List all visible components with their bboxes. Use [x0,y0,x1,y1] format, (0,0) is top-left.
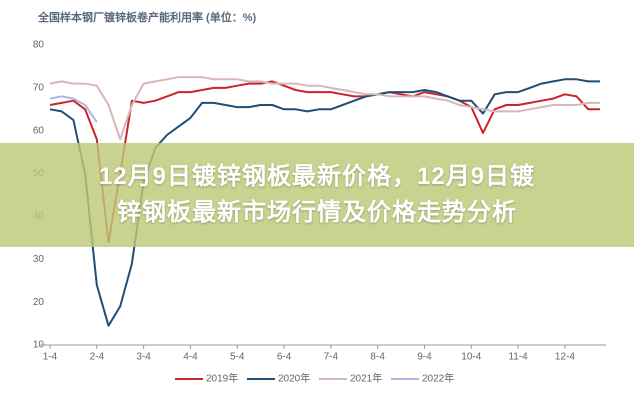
legend-label: 2020年 [278,372,310,385]
y-tick-label: 70 [33,82,45,93]
y-tick-label: 30 [33,254,45,265]
x-tick-label: 4-4 [183,352,198,363]
chart-title: 全国样本钢厂镀锌板卷产能利用率 (单位：%) [37,10,256,24]
series-line [49,95,98,123]
banner: 12月9日镀锌钢板最新价格，12月9日镀 锌钢板最新市场行情及价格走势分析 [0,143,634,247]
series-line [49,76,600,141]
x-tick-label: 10-4 [461,352,481,363]
x-tick-label: 9-4 [417,352,432,363]
x-tick-label: 5-4 [230,352,245,363]
x-tick-label: 2-4 [90,352,105,363]
y-tick-label: 10 [33,340,45,351]
banner-line: 12月9日镀锌钢板最新价格，12月9日镀 [98,163,536,190]
x-tick-label: 8-4 [370,352,385,363]
y-tick-label: 20 [33,297,45,308]
legend-label: 2021年 [350,372,382,385]
banner-line: 锌钢板最新市场行情及价格走势分析 [117,199,517,226]
legend-label: 2019年 [206,372,238,385]
x-tick-label: 12-4 [555,352,575,363]
x-tick-label: 1-4 [43,352,58,363]
legend-label: 2022年 [422,372,454,385]
y-tick-label: 80 [33,40,45,51]
x-tick-label: 3-4 [136,352,151,363]
x-tick-label: 11-4 [508,352,528,363]
y-tick-label: 60 [33,125,45,136]
series-line [49,80,600,244]
x-tick-label: 7-4 [324,352,339,363]
x-tick-label: 6-4 [277,352,292,363]
